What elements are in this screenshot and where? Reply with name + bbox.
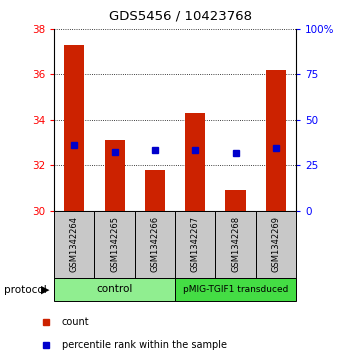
- Text: protocol: protocol: [4, 285, 46, 295]
- Text: GSM1342264: GSM1342264: [70, 216, 79, 272]
- Text: GSM1342266: GSM1342266: [151, 216, 160, 272]
- Bar: [64, 45, 84, 211]
- Text: GSM1342267: GSM1342267: [191, 216, 200, 272]
- Bar: [266, 70, 286, 211]
- Bar: [54, 278, 175, 301]
- Text: GDS5456 / 10423768: GDS5456 / 10423768: [109, 9, 252, 22]
- Bar: [216, 211, 256, 278]
- Bar: [226, 190, 245, 211]
- Bar: [175, 211, 216, 278]
- Bar: [54, 211, 95, 278]
- Bar: [95, 211, 135, 278]
- Text: GSM1342269: GSM1342269: [271, 216, 280, 272]
- Bar: [105, 140, 125, 211]
- Text: percentile rank within the sample: percentile rank within the sample: [61, 340, 226, 350]
- Text: ▶: ▶: [41, 285, 49, 295]
- Text: count: count: [61, 317, 89, 327]
- Text: GSM1342268: GSM1342268: [231, 216, 240, 272]
- Text: pMIG-TGIF1 transduced: pMIG-TGIF1 transduced: [183, 285, 288, 294]
- Bar: [145, 170, 165, 211]
- Text: control: control: [96, 285, 133, 294]
- Bar: [135, 211, 175, 278]
- Bar: [256, 211, 296, 278]
- Bar: [175, 278, 296, 301]
- Bar: [185, 113, 205, 211]
- Text: GSM1342265: GSM1342265: [110, 216, 119, 272]
